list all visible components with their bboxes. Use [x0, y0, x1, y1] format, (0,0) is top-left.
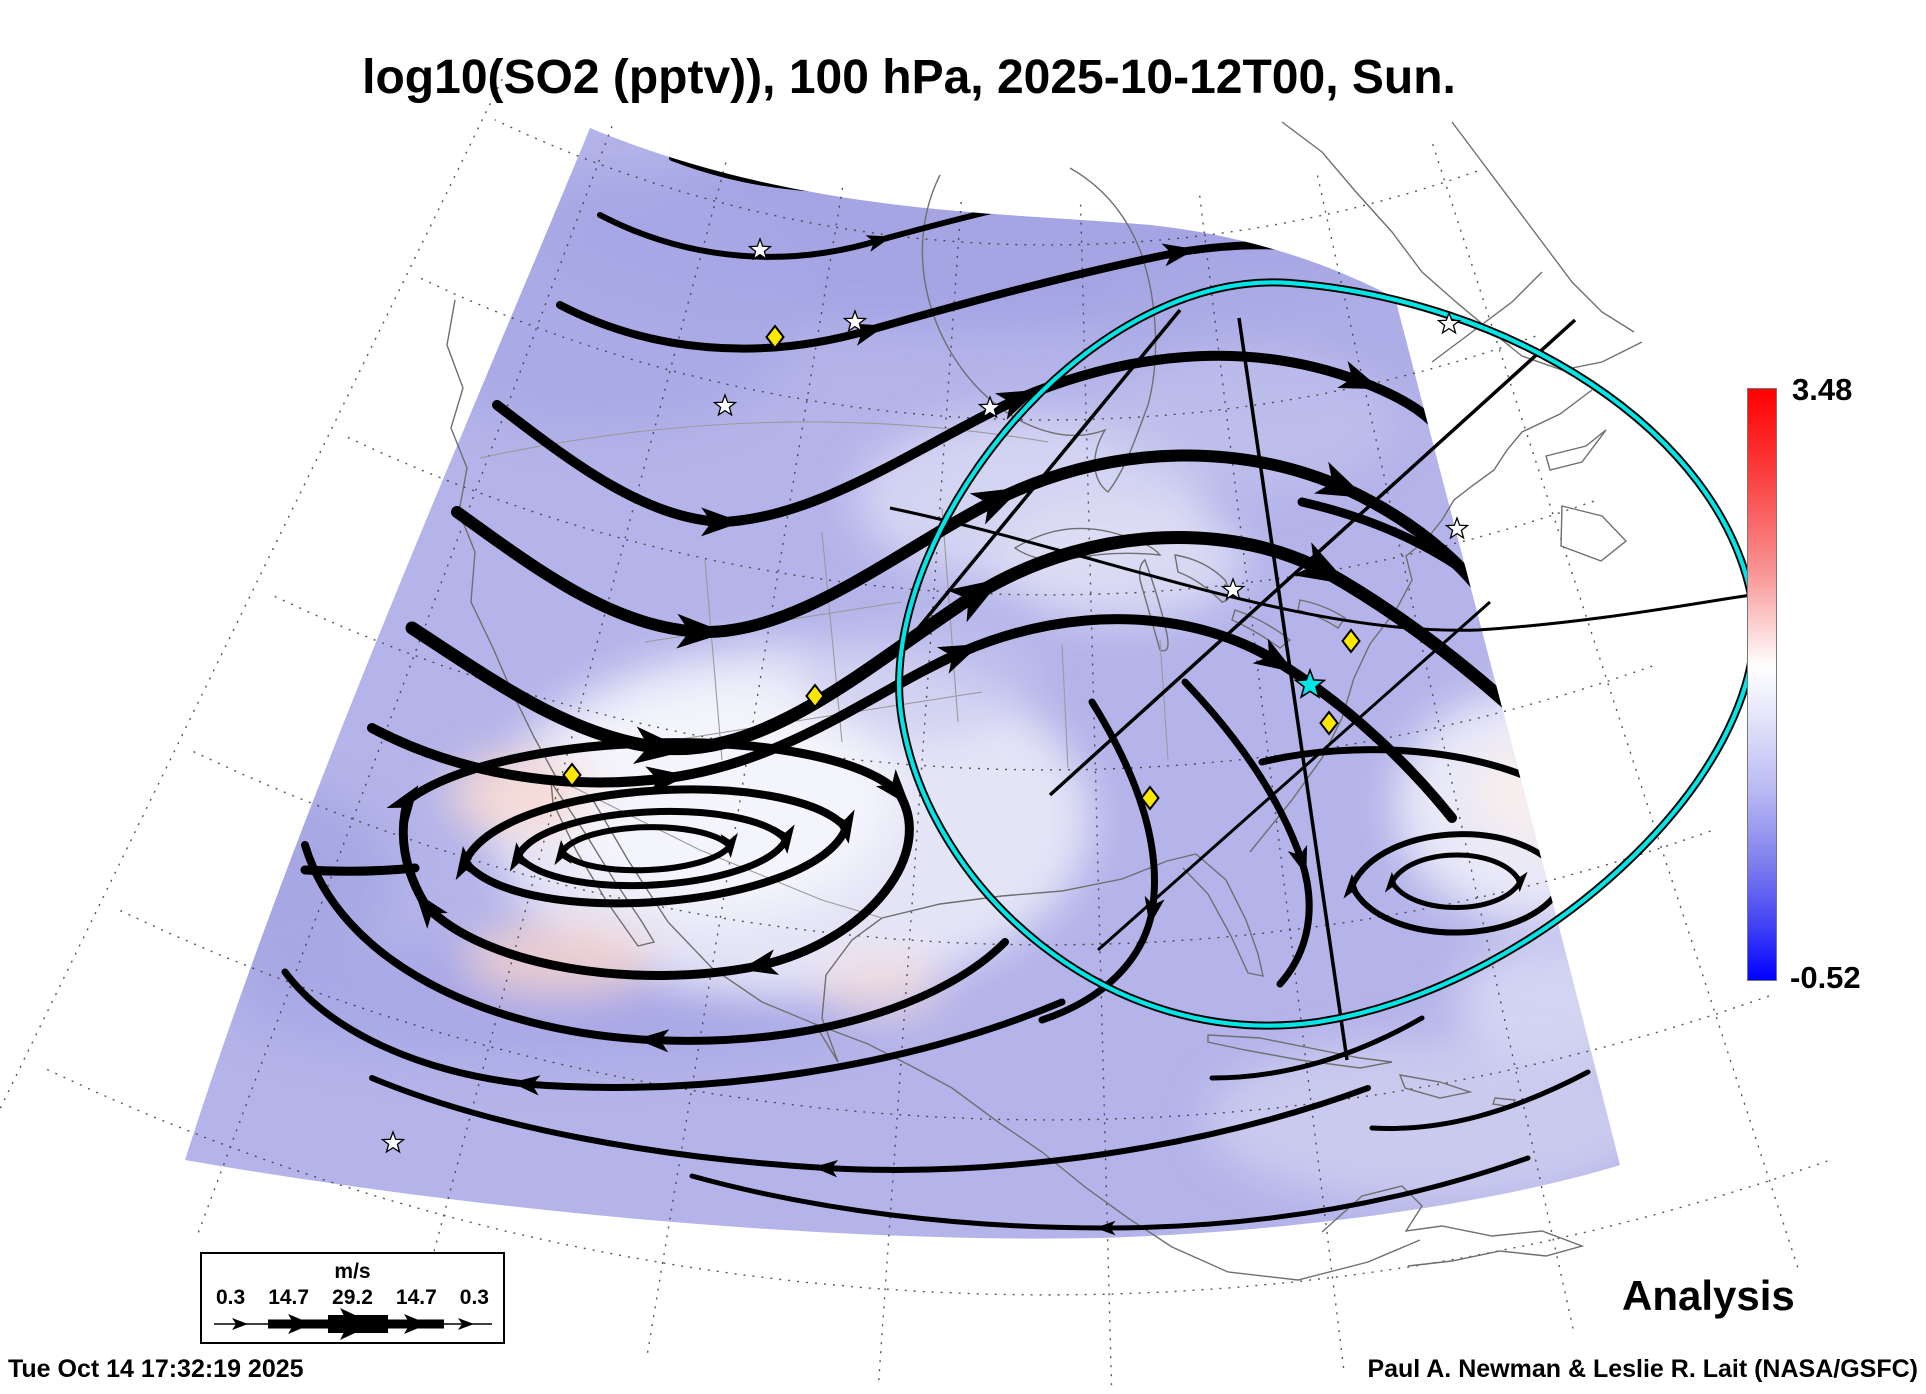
track-line	[1237, 317, 1349, 1061]
wind-legend-value: 14.7	[395, 1286, 437, 1309]
diamond-marker	[1319, 710, 1339, 736]
track-line	[889, 506, 1759, 632]
markers-layer	[380, 237, 1470, 1154]
white-star-marker	[1436, 311, 1462, 335]
white-star-marker	[712, 393, 738, 417]
lat-lon-graticule	[0, 78, 1828, 1390]
newfoundland	[1560, 505, 1628, 562]
white-star-marker	[747, 237, 773, 261]
colorbar-min-label: -0.52	[1790, 960, 1861, 995]
latitude-line	[117, 908, 1770, 1121]
diamond-marker	[765, 324, 785, 350]
labrador-coast	[1281, 121, 1643, 371]
wind-legend-units: m/s	[334, 1260, 371, 1283]
observation-tracks	[889, 308, 1759, 1061]
wind-legend-value: 29.2	[332, 1286, 373, 1309]
white-star-marker	[1444, 516, 1470, 540]
central-america-coast	[814, 1023, 1421, 1281]
analysis-mode-label: Analysis	[1622, 1272, 1795, 1319]
track-line	[1097, 600, 1491, 952]
colorbar-gradient	[1747, 388, 1777, 981]
wind-legend-arrows	[214, 1308, 492, 1340]
wind-legend-values: 0.3 14.7 29.2 14.7 0.3	[202, 1286, 503, 1310]
cuba	[1207, 1034, 1393, 1069]
track-line	[1048, 318, 1577, 797]
latitude-line	[494, 119, 1478, 246]
white-star-marker	[380, 1130, 406, 1154]
white-star-marker	[977, 395, 1003, 419]
nova-scotia	[1545, 429, 1607, 471]
wind-legend-value: 0.3	[459, 1286, 489, 1309]
generation-timestamp: Tue Oct 14 17:32:19 2025	[8, 1355, 304, 1383]
diamond-marker	[1140, 785, 1160, 811]
wind-legend-value: 14.7	[268, 1286, 310, 1309]
hispaniola	[1398, 1074, 1473, 1099]
latitude-line	[419, 277, 1536, 421]
author-credit: Paul A. Newman & Leslie R. Lait (NASA/GS…	[1367, 1355, 1918, 1383]
white-star-marker	[842, 309, 868, 333]
diamond-marker	[1341, 628, 1361, 654]
quebec-coast	[1451, 121, 1635, 333]
white-star-marker	[1220, 577, 1246, 601]
wind-legend-value: 0.3	[216, 1286, 246, 1309]
plot-title: log10(SO2 (pptv)), 100 hPa, 2025-10-12T0…	[362, 51, 1456, 104]
diamond-marker	[805, 683, 825, 709]
wind-speed-legend: m/s 0.3 14.7 29.2 14.7 0.3	[200, 1252, 505, 1344]
st-lawrence	[1431, 271, 1543, 363]
cyan-star-marker	[1293, 667, 1327, 699]
colorbar-max-label: 3.48	[1792, 372, 1853, 407]
gulf-coast-florida	[881, 853, 1264, 977]
range-circle	[895, 278, 1759, 1030]
diamond-marker	[562, 762, 582, 788]
track-line	[900, 308, 1182, 650]
yucatan-honduras	[1321, 1185, 1585, 1267]
